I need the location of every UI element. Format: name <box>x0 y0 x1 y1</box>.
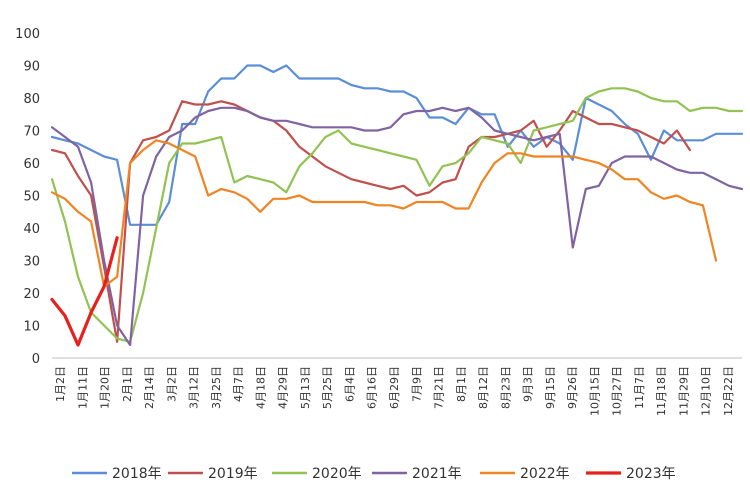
x-tick-label: 6月4日 <box>344 366 357 402</box>
x-tick-label: 8月12日 <box>477 366 490 409</box>
legend-label: 2021年 <box>412 466 462 482</box>
series-lines <box>50 64 744 347</box>
x-tick-label: 1月2日 <box>54 366 67 402</box>
x-tick-label: 11月29日 <box>678 366 691 416</box>
series-line-6 <box>50 236 119 347</box>
x-tick-label: 4月18日 <box>254 366 267 409</box>
series-line-2 <box>50 100 692 343</box>
x-tick-label: 9月26日 <box>566 366 579 409</box>
x-tick-label: 11月18日 <box>655 366 668 416</box>
x-tick-label: 9月3日 <box>522 366 535 402</box>
x-tick-label: 11月7日 <box>633 366 646 409</box>
legend-label: 2020年 <box>312 466 362 482</box>
legend-label: 2022年 <box>520 466 570 482</box>
x-tick-label: 3月2日 <box>165 366 178 402</box>
x-tick-label: 12月22日 <box>722 366 735 416</box>
y-tick-label: 80 <box>23 92 40 107</box>
series-line-3 <box>50 87 744 343</box>
x-tick-label: 4月7日 <box>232 366 245 402</box>
series-line-1 <box>50 64 744 226</box>
legend: 2018年 2019年 2020年 2021年 2022年 2023年 <box>72 466 676 482</box>
series-line-5 <box>50 139 718 288</box>
legend-label: 2018年 <box>112 466 162 482</box>
y-tick-label: 50 <box>23 190 40 205</box>
x-tick-label: 2月1日 <box>121 366 134 402</box>
legend-label: 2023年 <box>626 466 676 482</box>
x-tick-label: 1月11日 <box>76 366 89 409</box>
x-tick-label: 7月21日 <box>433 366 446 409</box>
y-tick-label: 30 <box>23 255 40 270</box>
y-tick-label: 10 <box>23 320 40 335</box>
x-axis: 1月2日 1月11日 1月20日 2月1日 2月14日 3月2日 3月12日 3月25日 4月7… <box>52 357 742 416</box>
x-tick-label: 2月14日 <box>143 366 156 409</box>
x-tick-label: 8月1日 <box>455 366 468 402</box>
y-tick-label: 60 <box>23 157 40 172</box>
y-tick-label: 100 <box>15 27 40 42</box>
x-tick-label: 3月25日 <box>210 366 223 409</box>
y-tick-label: 40 <box>23 222 40 237</box>
y-tick-label: 0 <box>32 352 40 367</box>
x-tick-label: 6月16日 <box>366 366 379 409</box>
x-tick-label: 12月10日 <box>700 366 713 416</box>
x-tick-label: 5月13日 <box>299 366 312 409</box>
x-tick-label: 10月15日 <box>588 366 601 416</box>
x-tick-label: 4月29日 <box>277 366 290 409</box>
x-tick-label: 7月9日 <box>410 366 423 402</box>
x-tick-label: 5月25日 <box>321 366 334 409</box>
series-line-4 <box>50 106 744 347</box>
y-tick-label: 70 <box>23 125 40 140</box>
x-tick-label: 8月23日 <box>499 366 512 409</box>
x-tick-label: 1月20日 <box>99 366 112 409</box>
x-tick-label: 10月27日 <box>611 366 624 416</box>
y-tick-label: 90 <box>23 60 40 75</box>
y-axis: 0 10 20 30 40 50 60 70 80 90 100 <box>15 27 40 367</box>
x-tick-label: 3月12日 <box>188 366 201 409</box>
legend-label: 2019年 <box>208 466 258 482</box>
y-tick-label: 20 <box>23 287 40 302</box>
x-tick-label: 9月15日 <box>544 366 557 409</box>
x-tick-label: 6月29日 <box>388 366 401 409</box>
